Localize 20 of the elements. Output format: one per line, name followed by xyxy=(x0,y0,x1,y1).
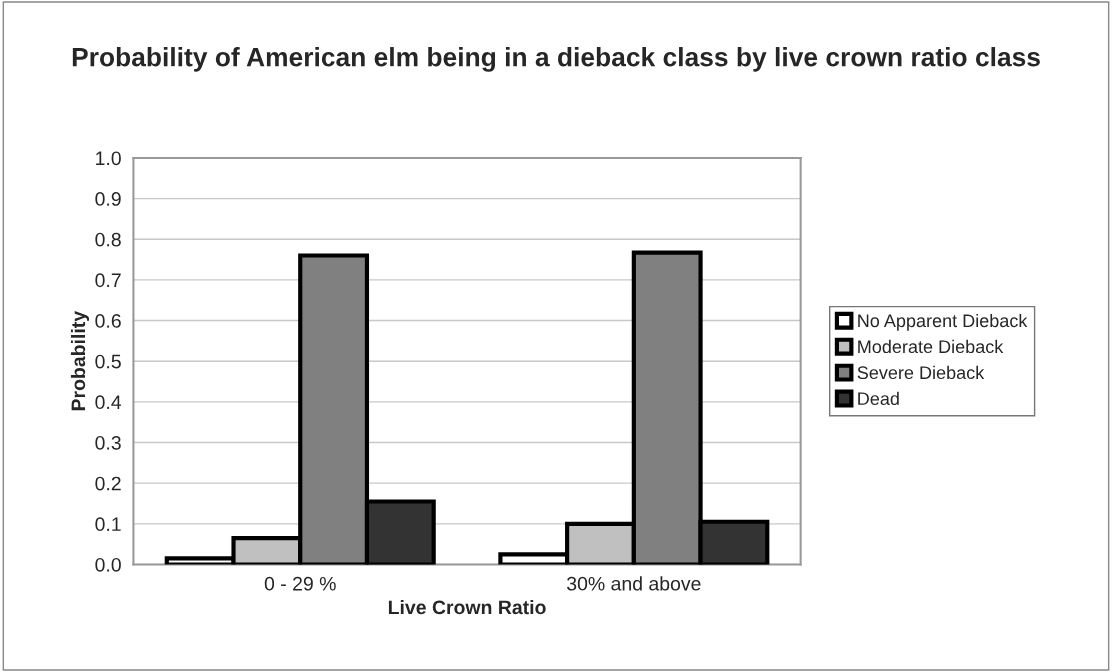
y-tick-label: 0.5 xyxy=(95,354,121,369)
y-tick-label: 0.9 xyxy=(95,192,121,206)
y-axis-title: Probability xyxy=(70,311,90,411)
y-tick-label: 0.2 xyxy=(95,476,121,491)
chart-title: Probability of American elm being in a dieback class by live crown ratio class xyxy=(72,47,1040,72)
y-tick-label: 0.4 xyxy=(95,395,122,410)
y-tick-label: 0.7 xyxy=(95,273,121,288)
legend-label: Moderate Dieback xyxy=(858,339,1004,354)
legend-label: Severe Dieback xyxy=(857,365,985,380)
y-tick-label: 1.0 xyxy=(96,151,121,166)
y-tick-label: 0.1 xyxy=(95,517,121,532)
x-tick-label: 30% and above xyxy=(567,576,701,591)
y-tick-label: 0.3 xyxy=(95,435,121,450)
legend-label: No Apparent Dieback xyxy=(858,313,1028,331)
legend-label: Dead xyxy=(858,391,899,406)
x-tick-label: 0 - 29 % xyxy=(264,576,336,591)
y-tick-label: 0.0 xyxy=(95,557,121,572)
x-axis-title: Live Crown Ratio xyxy=(388,599,546,615)
y-tick-label: 0.8 xyxy=(95,232,121,247)
y-tick-label: 0.6 xyxy=(95,314,121,328)
